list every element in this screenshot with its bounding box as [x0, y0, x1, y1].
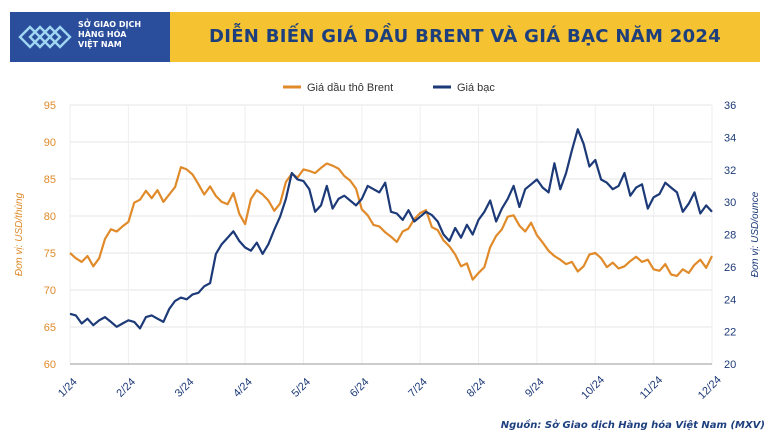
y-left-tick-label: 60 — [44, 359, 56, 371]
x-tick-label: 5/24 — [290, 376, 314, 400]
x-tick-label: 1/24 — [56, 376, 80, 400]
title-band — [170, 12, 760, 62]
x-tick-label: 4/24 — [231, 376, 255, 400]
x-tick-label: 11/24 — [638, 374, 665, 401]
y-right-tick-label: 22 — [724, 327, 736, 339]
x-tick-label: 10/24 — [579, 374, 607, 402]
x-tick-label: 8/24 — [465, 376, 489, 400]
y-left-tick-label: 70 — [44, 285, 56, 297]
chart-title: DIỄN BIẾN GIÁ DẦU BRENT VÀ GIÁ BẠC NĂM 2… — [208, 26, 722, 47]
x-tick-label: 2/24 — [114, 376, 138, 400]
y-right-tick-label: 28 — [724, 230, 736, 242]
y-left-tick-label: 65 — [44, 322, 56, 334]
y-left-tick-label: 80 — [44, 211, 56, 223]
y-left-tick-label: 95 — [44, 100, 56, 112]
y-left-tick-label: 90 — [44, 137, 56, 149]
logo-line-1: SỞ GIAO DỊCH — [78, 20, 142, 29]
y-left-tick-label: 85 — [44, 174, 56, 186]
y-right-tick-label: 32 — [724, 165, 736, 177]
logo-text: SỞ GIAO DỊCH HÀNG HÓA VIỆT NAM — [78, 20, 170, 50]
y-right-tick-label: 26 — [724, 262, 736, 274]
y-left-tick-label: 75 — [44, 248, 56, 260]
y-right-axis-label: Đơn vị: USD/ounce — [750, 191, 761, 277]
y-right-tick-label: 30 — [724, 197, 736, 209]
x-tick-label: 12/24 — [696, 374, 724, 402]
source-note: Nguồn: Sở Giao dịch Hàng hóa Việt Nam (M… — [500, 420, 765, 431]
logo-line-2: HÀNG HÓA — [78, 30, 127, 39]
legend-label: Giá dầu thô Brent — [307, 82, 393, 94]
y-right-tick-label: 34 — [724, 132, 736, 144]
x-tick-label: 9/24 — [523, 376, 547, 400]
x-tick-label: 6/24 — [348, 376, 372, 400]
y-right-tick-label: 36 — [724, 100, 736, 112]
x-tick-label: 7/24 — [406, 376, 430, 400]
logo-line-3: VIỆT NAM — [78, 40, 122, 49]
y-right-tick-label: 20 — [724, 359, 736, 371]
logo: SỞ GIAO DỊCH HÀNG HÓA VIỆT NAM — [10, 12, 170, 62]
series-line-silver — [69, 128, 713, 330]
series-line-brent — [69, 162, 713, 281]
x-tick-label: 3/24 — [173, 376, 197, 400]
y-right-tick-label: 24 — [724, 294, 736, 306]
y-left-axis-label: Đơn vị: USD/thùng — [14, 192, 25, 276]
line-chart: 60 65 70 75 80 85 90 95 20 22 24 26 28 30 32 34 36 1/24 2/… — [14, 82, 761, 402]
legend-label: Giá bạc — [457, 82, 495, 94]
mxv-logo-icon — [18, 25, 72, 49]
